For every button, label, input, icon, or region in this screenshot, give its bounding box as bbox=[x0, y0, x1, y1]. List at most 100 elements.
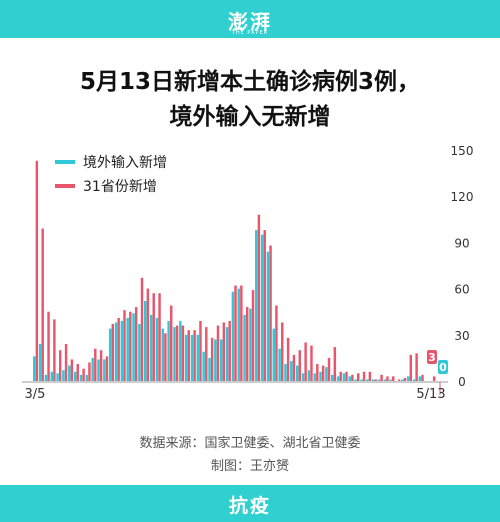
bar-imported-17 bbox=[132, 313, 135, 381]
bar-local-35 bbox=[240, 285, 243, 381]
bar-imported-34 bbox=[231, 291, 235, 381]
end-label-imported-badge bbox=[438, 360, 448, 374]
bar-local-64 bbox=[409, 354, 413, 381]
bar-imported-13 bbox=[108, 328, 112, 381]
bar-local-48 bbox=[316, 364, 319, 381]
bar-imported-61 bbox=[389, 379, 392, 381]
bar-imported-36 bbox=[243, 314, 246, 381]
bar-local-37 bbox=[251, 290, 255, 381]
bar-imported-60 bbox=[383, 379, 387, 381]
bar-local-56 bbox=[362, 371, 366, 381]
bar-local-2 bbox=[47, 311, 50, 381]
bar-imported-66 bbox=[418, 376, 422, 381]
legend-label-local: 31省份新增 bbox=[83, 179, 157, 195]
bar-local-49 bbox=[321, 365, 325, 381]
bar-imported-33 bbox=[225, 327, 229, 381]
bar-imported-6 bbox=[68, 365, 71, 381]
bar-imported-8 bbox=[79, 374, 83, 381]
bar-local-32 bbox=[222, 322, 226, 381]
bar-imported-39 bbox=[260, 234, 264, 381]
bar-local-11 bbox=[99, 350, 103, 381]
bar-imported-29 bbox=[202, 351, 205, 381]
bar-imported-55 bbox=[354, 379, 357, 381]
y-tick-label-0: 0 bbox=[458, 375, 466, 389]
bar-local-63 bbox=[403, 377, 407, 381]
bar-local-6 bbox=[70, 359, 74, 381]
bar-imported-30 bbox=[208, 357, 211, 381]
bar-imported-49 bbox=[319, 371, 322, 381]
bar-imported-44 bbox=[290, 360, 293, 381]
y-tick-label-4: 120 bbox=[451, 190, 474, 204]
bar-local-0 bbox=[35, 160, 39, 381]
chart-credit: 制图：王亦赟 bbox=[210, 459, 289, 474]
bar-imported-15 bbox=[120, 320, 124, 381]
bar-imported-37 bbox=[249, 308, 252, 381]
bar-imported-26 bbox=[184, 334, 188, 381]
bar-local-33 bbox=[228, 320, 231, 381]
bar-local-57 bbox=[368, 371, 372, 381]
bar-local-50 bbox=[327, 357, 331, 381]
chart-title-line1: 5月13日新增本土确诊病例3例， bbox=[79, 69, 420, 95]
bar-local-53 bbox=[345, 371, 348, 381]
bar-local-23 bbox=[170, 305, 173, 381]
bar-imported-28 bbox=[196, 334, 200, 381]
bar-local-43 bbox=[286, 337, 290, 381]
bar-local-29 bbox=[205, 327, 208, 381]
bar-local-10 bbox=[94, 348, 97, 381]
bar-local-65 bbox=[415, 353, 418, 381]
bar-local-15 bbox=[123, 310, 126, 381]
bar-local-36 bbox=[245, 307, 249, 381]
bar-local-59 bbox=[380, 374, 383, 381]
bar-imported-25 bbox=[179, 320, 182, 381]
bar-imported-57 bbox=[366, 379, 369, 381]
bar-imported-42 bbox=[278, 348, 281, 381]
bar-local-44 bbox=[292, 354, 296, 381]
bar-local-40 bbox=[269, 245, 272, 381]
brand-logo: 澎湃 bbox=[228, 10, 272, 34]
bar-local-8 bbox=[82, 368, 85, 381]
bar-imported-45 bbox=[295, 365, 299, 381]
y-tick-label-1: 30 bbox=[454, 329, 469, 343]
bar-imported-10 bbox=[91, 357, 94, 381]
bar-imported-65 bbox=[412, 379, 416, 381]
bar-imported-21 bbox=[155, 317, 159, 381]
bar-local-28 bbox=[199, 320, 202, 381]
bar-imported-32 bbox=[219, 339, 223, 381]
chart-title-line2: 境外输入无新增 bbox=[169, 104, 331, 130]
bar-local-7 bbox=[76, 364, 79, 381]
bar-imported-43 bbox=[284, 364, 287, 381]
bar-imported-4 bbox=[56, 373, 59, 381]
bar-local-1 bbox=[41, 228, 44, 381]
bar-local-9 bbox=[88, 362, 91, 381]
top-banner bbox=[0, 0, 500, 38]
bar-imported-24 bbox=[173, 327, 176, 381]
bar-local-3 bbox=[53, 319, 56, 381]
bar-imported-1 bbox=[38, 344, 42, 381]
bar-local-58 bbox=[374, 379, 377, 381]
bar-local-47 bbox=[310, 345, 313, 381]
bar-local-24 bbox=[175, 325, 179, 381]
bar-local-55 bbox=[356, 373, 360, 381]
bar-imported-56 bbox=[360, 379, 363, 381]
bar-imported-35 bbox=[237, 288, 240, 381]
bar-imported-20 bbox=[149, 314, 153, 381]
bar-local-62 bbox=[397, 379, 401, 381]
bar-local-41 bbox=[275, 305, 278, 381]
legend-item-local: 31省份新增 bbox=[55, 176, 255, 196]
bar-local-31 bbox=[216, 325, 220, 381]
bar-local-66 bbox=[421, 374, 424, 381]
bar-imported-9 bbox=[85, 374, 89, 381]
bar-local-42 bbox=[281, 322, 284, 381]
brand-logo-subtitle: THE PAPER bbox=[231, 30, 269, 36]
topic-tag: 抗疫 bbox=[228, 495, 271, 517]
bar-imported-3 bbox=[50, 371, 53, 381]
x-tick-label-end: 5/13 bbox=[416, 387, 445, 402]
bar-local-20 bbox=[152, 293, 155, 381]
bar-local-4 bbox=[59, 350, 62, 381]
bar-imported-18 bbox=[138, 324, 141, 381]
bar-local-46 bbox=[304, 342, 307, 381]
end-label-imported: 0 bbox=[439, 361, 447, 374]
bar-local-30 bbox=[210, 337, 214, 381]
bar-imported-51 bbox=[330, 374, 334, 381]
bar-imported-47 bbox=[307, 370, 311, 381]
